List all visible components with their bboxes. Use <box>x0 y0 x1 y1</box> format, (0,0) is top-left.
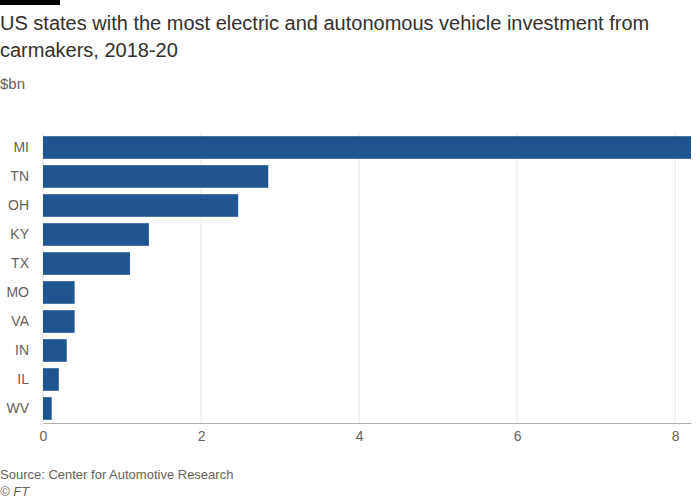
y-tick-label: OH <box>8 197 29 213</box>
y-axis: MI TN OH KY TX MO VA IN IL WV <box>6 139 35 416</box>
x-tick: 4 <box>356 423 364 444</box>
subtitle: $bn <box>0 75 25 92</box>
y-tick-label: VA <box>11 313 29 329</box>
y-tick: WV <box>6 400 35 416</box>
x-tick-label: 2 <box>198 428 206 444</box>
x-tick: 8 <box>672 423 680 444</box>
x-tick: 2 <box>198 423 206 444</box>
y-tick: MO <box>6 284 35 300</box>
y-tick-label: MO <box>6 284 29 300</box>
x-tick-label: 6 <box>514 428 522 444</box>
x-tick: 6 <box>514 423 522 444</box>
y-tick: VA <box>11 313 35 329</box>
x-axis: 0 2 4 6 8 <box>40 423 692 444</box>
credit: © FT <box>0 484 30 499</box>
grid-line <box>517 133 518 423</box>
top-rule <box>0 0 60 5</box>
bar <box>43 310 75 333</box>
y-tick: KY <box>10 226 35 242</box>
chart: US states with the most electric and aut… <box>0 0 700 500</box>
y-tick-label: IL <box>17 371 29 387</box>
y-tick: IN <box>15 342 35 358</box>
y-tick: MI <box>13 139 35 155</box>
y-tick: TN <box>10 168 35 184</box>
x-tick: 0 <box>40 423 48 444</box>
bar <box>43 281 75 304</box>
bar <box>43 252 130 275</box>
x-axis-line <box>44 423 692 424</box>
y-tick-label: MI <box>13 139 29 155</box>
bar <box>43 165 268 188</box>
title: US states with the most electric and aut… <box>0 12 649 61</box>
bar <box>43 194 238 217</box>
bar <box>43 339 67 362</box>
bar <box>43 136 691 159</box>
y-tick: TX <box>11 255 35 271</box>
bar <box>43 397 52 420</box>
y-tick: IL <box>17 371 35 387</box>
y-tick-label: TX <box>11 255 30 271</box>
y-tick-label: WV <box>6 400 29 416</box>
x-tick-label: 4 <box>356 428 364 444</box>
y-tick-label: TN <box>10 168 29 184</box>
y-tick-label: KY <box>10 226 29 242</box>
grid-line <box>675 133 676 423</box>
y-tick: OH <box>8 197 35 213</box>
x-tick-label: 0 <box>40 428 48 444</box>
y-tick-label: IN <box>15 342 29 358</box>
bar <box>43 223 149 246</box>
x-tick-label: 8 <box>672 428 680 444</box>
grid-line <box>359 133 360 423</box>
source: Source: Center for Automotive Research <box>0 467 233 482</box>
bars <box>43 136 691 420</box>
grid <box>43 133 675 423</box>
bar <box>43 368 59 391</box>
